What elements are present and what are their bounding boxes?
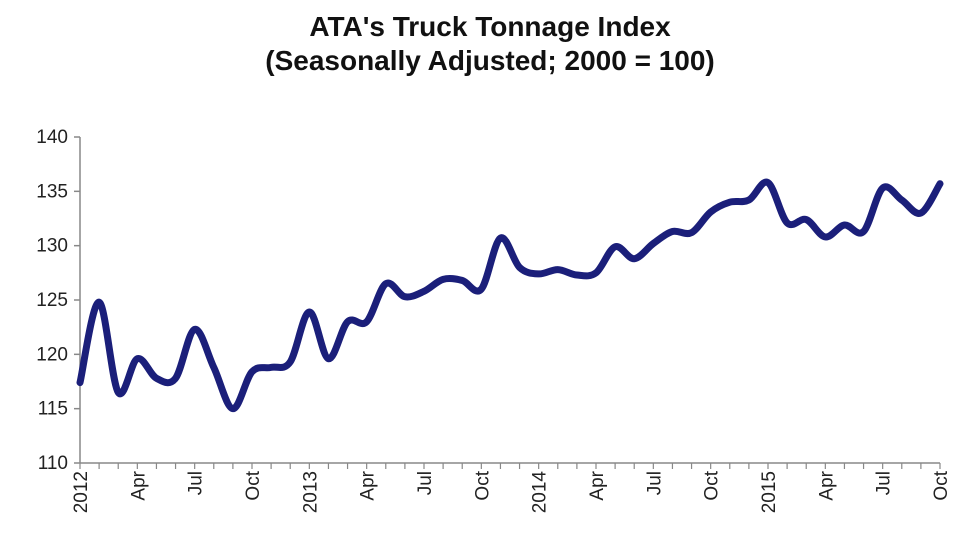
data-point-2015-01 [766, 181, 770, 185]
data-point-2014-07 [651, 241, 655, 245]
data-point-2013-06 [403, 295, 407, 299]
data-point-2012-08 [212, 365, 216, 369]
data-point-2015-04 [823, 235, 827, 239]
data-point-2015-10 [938, 182, 942, 186]
y-tick-label-140: 140 [36, 127, 68, 148]
x-tick-label-9: Apr [587, 470, 608, 500]
y-tick-label-110: 110 [38, 453, 68, 474]
data-point-2013-04 [365, 320, 369, 324]
data-point-2015-03 [804, 218, 808, 222]
data-point-2012-10 [250, 370, 254, 374]
x-tick-label-8: 2014 [530, 471, 551, 514]
x-tick-label-1: Apr [128, 470, 149, 500]
data-point-2012-03 [116, 390, 120, 394]
x-tick-label-14: Jul [874, 471, 895, 495]
x-tick-label-5: Apr [358, 470, 379, 500]
data-point-2014-04 [594, 271, 598, 275]
data-point-2014-11 [728, 200, 732, 204]
data-point-2015-09 [919, 211, 923, 215]
x-tick-label-11: Oct [702, 470, 723, 500]
data-point-2013-05 [384, 282, 388, 286]
data-point-2013-07 [422, 289, 426, 293]
series-line-truck-tonnage [76, 178, 944, 413]
data-point-2012-01 [78, 381, 82, 385]
chart-subtitle: (Seasonally Adjusted; 2000 = 100) [265, 45, 715, 76]
data-point-2012-12 [288, 360, 292, 364]
x-tick-label-7: Oct [472, 470, 493, 500]
y-tick-label-130: 130 [36, 236, 68, 257]
data-point-2013-10 [479, 287, 483, 291]
data-point-2012-05 [154, 376, 158, 380]
data-point-2014-01 [537, 272, 541, 276]
data-point-2014-10 [709, 210, 713, 214]
data-point-2014-02 [556, 268, 560, 272]
x-tick-label-13: Apr [816, 470, 837, 500]
data-point-2013-09 [460, 278, 464, 282]
data-point-2013-12 [518, 265, 522, 269]
x-tick-label-2: Jul [186, 471, 207, 495]
data-point-2013-11 [498, 236, 502, 240]
y-tick-label-115: 115 [38, 399, 68, 420]
data-point-2015-08 [900, 198, 904, 202]
x-tick-label-10: Jul [644, 471, 665, 495]
data-point-2014-09 [690, 231, 694, 235]
x-tick-label-3: Oct [243, 470, 264, 500]
y-tick-label-135: 135 [36, 181, 68, 202]
data-point-2014-03 [575, 273, 579, 277]
x-tick-label-0: 2012 [71, 471, 92, 513]
data-point-2013-08 [441, 277, 445, 281]
data-point-2015-05 [842, 223, 846, 227]
data-point-2013-01 [307, 310, 311, 314]
data-point-2014-12 [747, 198, 751, 202]
x-tick-label-12: 2015 [759, 471, 780, 513]
data-point-2015-07 [881, 186, 885, 190]
x-tick-label-6: Jul [415, 471, 436, 495]
data-point-2013-02 [326, 357, 330, 361]
data-point-2012-11 [269, 365, 273, 369]
y-tick-label-125: 125 [36, 290, 68, 311]
data-point-2012-02 [97, 300, 101, 304]
y-tick-label-120: 120 [36, 344, 68, 365]
data-point-2014-08 [670, 230, 674, 234]
x-tick-label-15: Oct [931, 470, 952, 500]
chart-title: ATA's Truck Tonnage Index [309, 11, 671, 42]
data-point-2012-04 [135, 357, 139, 361]
data-point-2012-09 [231, 407, 235, 411]
x-tick-label-4: 2013 [300, 471, 321, 513]
chart-title-block: ATA's Truck Tonnage Index (Seasonally Ad… [0, 10, 980, 78]
data-point-2014-06 [632, 257, 636, 261]
data-point-2014-05 [613, 245, 617, 249]
data-point-2012-06 [174, 376, 178, 380]
data-point-2012-07 [193, 327, 197, 331]
data-point-2013-03 [346, 320, 350, 324]
data-point-2015-02 [785, 221, 789, 225]
data-point-2015-06 [862, 230, 866, 234]
